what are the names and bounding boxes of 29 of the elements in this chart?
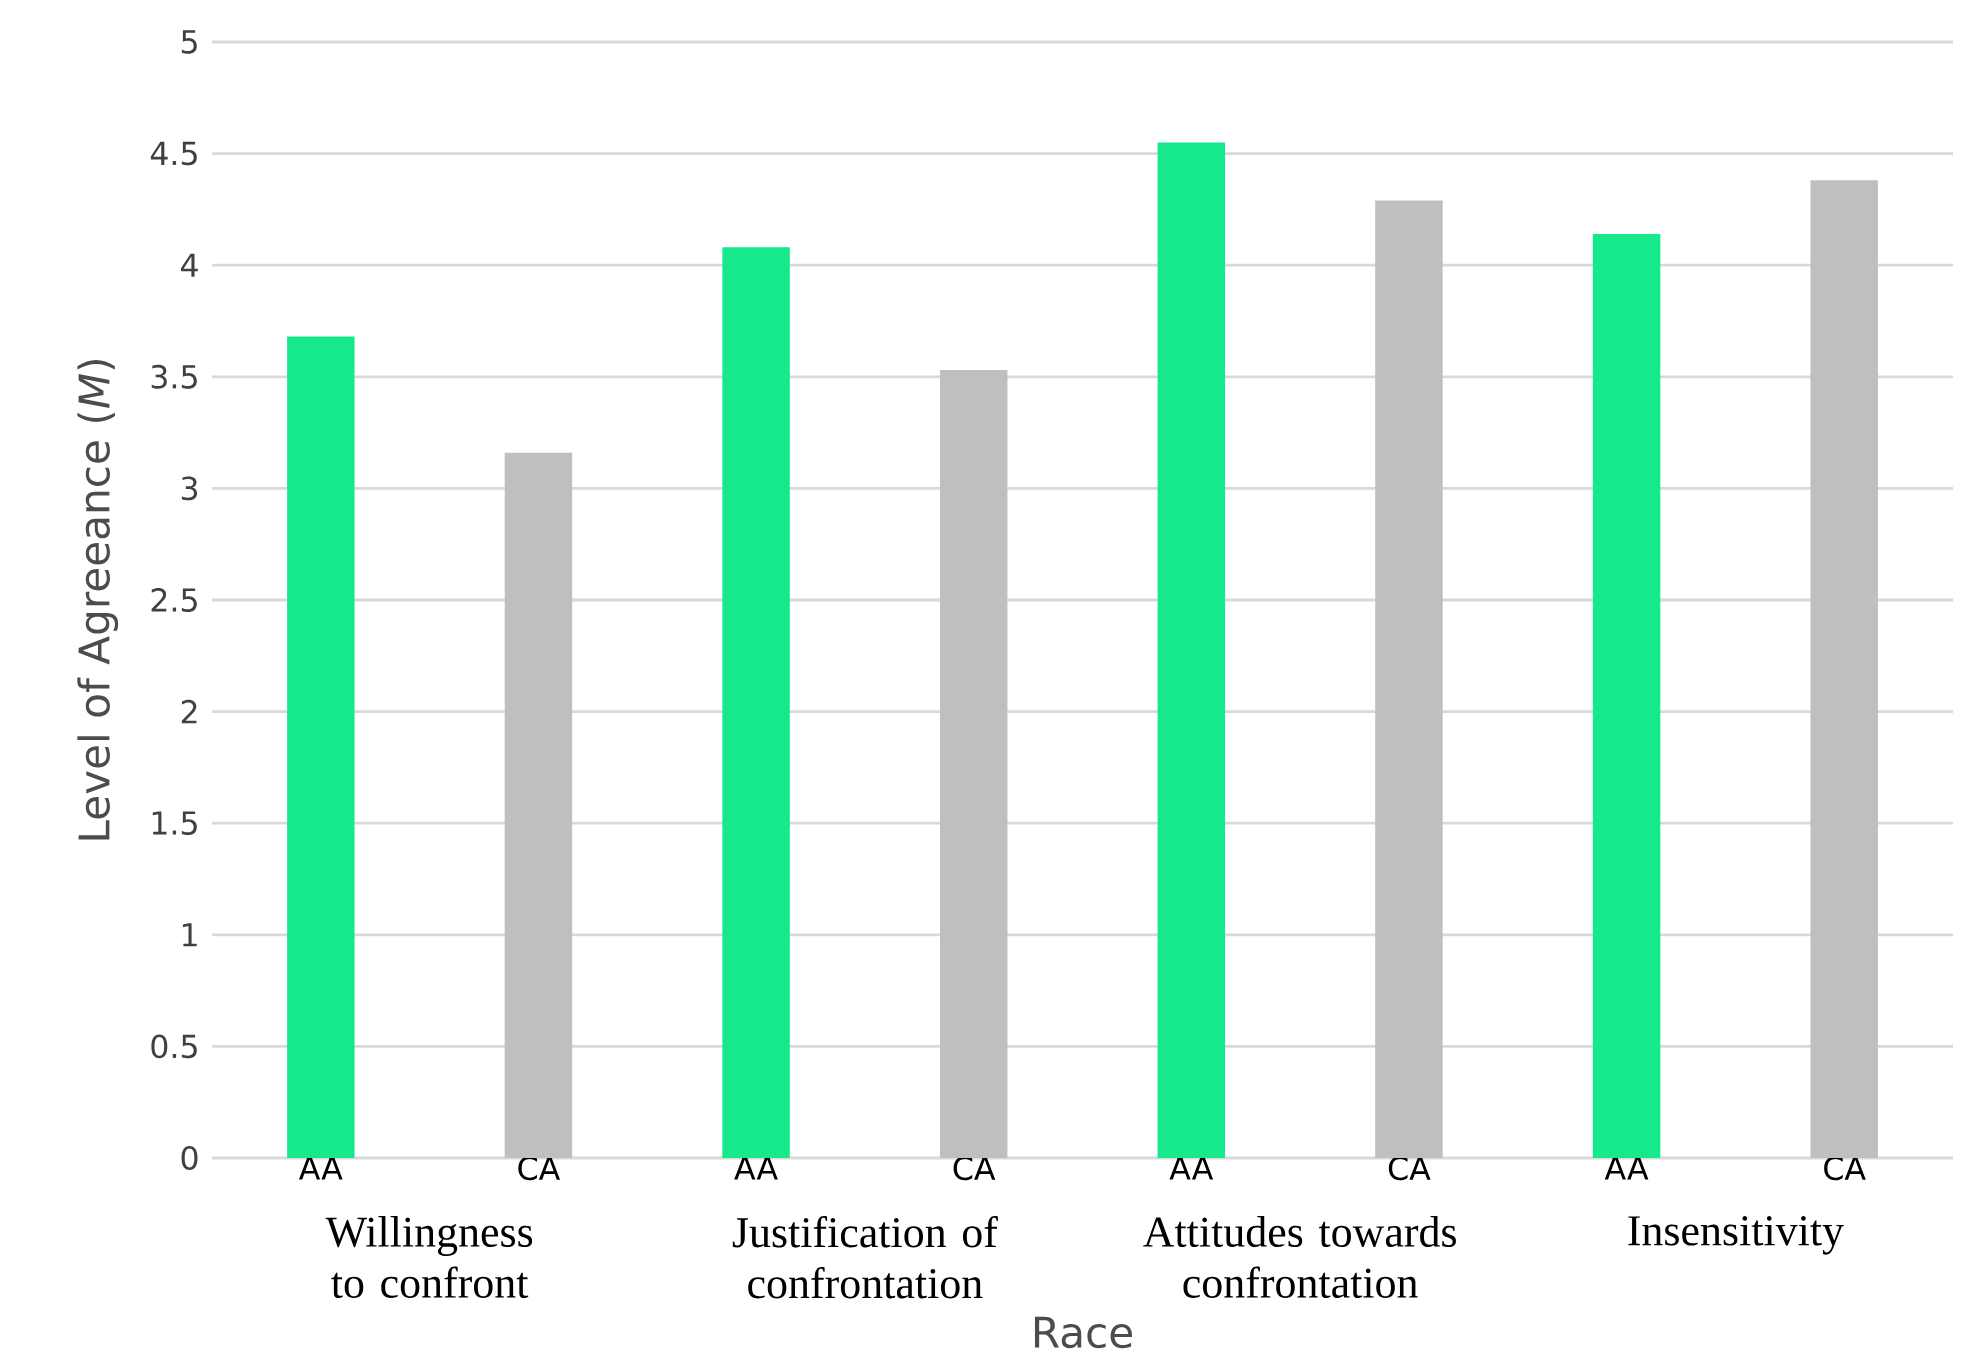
y-tick-label: 0.5 — [151, 1034, 197, 1059]
y-tick-label: 1 — [182, 923, 197, 947]
bar — [1592, 233, 1661, 1159]
text: Willingness to confront — [325, 1216, 533, 1299]
y-tick-label: 3.5 — [151, 364, 197, 389]
bar — [939, 370, 1008, 1159]
text: Insensitivity — [1628, 1216, 1844, 1255]
y-tick-label: 1.5 — [152, 811, 197, 835]
bar — [722, 247, 790, 1159]
bar — [1375, 200, 1443, 1159]
y-tick-label: 5 — [181, 30, 197, 54]
y-tick-label: 4 — [181, 253, 198, 277]
bar — [287, 336, 355, 1159]
x-tick-label: AA — [298, 1156, 343, 1180]
text: Attitudes towards confrontation — [1143, 1216, 1456, 1299]
text: Justification of confrontation — [732, 1216, 998, 1299]
y-tick-label: 4.5 — [150, 141, 197, 166]
y-axis-title: Level of Agreeance (M) — [77, 360, 119, 840]
x-tick-label: AA — [734, 1156, 778, 1180]
bar — [1157, 142, 1226, 1159]
y-tick-label: 2 — [181, 699, 197, 724]
x-tick-label: AA — [1169, 1156, 1214, 1180]
x-axis-title: Race — [1034, 1316, 1132, 1349]
y-tick-label: 0 — [181, 1146, 198, 1170]
bar — [504, 452, 573, 1159]
bar — [1810, 180, 1878, 1159]
y-tick-label: 3 — [181, 476, 198, 501]
y-tick-label: 2.5 — [151, 588, 197, 612]
x-tick-label: AA — [1604, 1156, 1649, 1180]
